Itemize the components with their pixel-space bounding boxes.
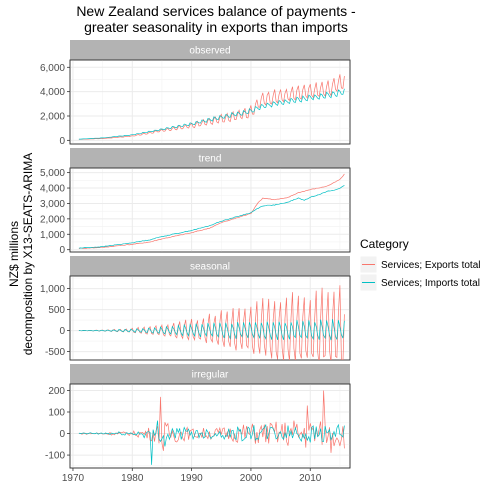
x-tick-label: 2010 (299, 473, 322, 484)
y-tick-label: 4,000 (40, 184, 65, 195)
series-line-exports (78, 74, 345, 140)
y-tick-label: 1,000 (40, 230, 65, 241)
gridlines (70, 168, 350, 252)
x-tick-label: 1980 (121, 473, 144, 484)
panel-background (69, 167, 351, 253)
y-tick-label: 500 (48, 305, 65, 316)
y-tick-label: -100 (45, 451, 65, 462)
panel-trend: trend 0 1,000 2,000 3,000 4,000 5,000 (40, 148, 351, 256)
y-tick-label: -500 (45, 347, 65, 358)
series-line-imports (78, 319, 345, 341)
y-label-line: decomposition by X13-SEATS-ARIMA (21, 153, 35, 356)
series-line-imports (78, 88, 345, 140)
y-tick-label: 2,000 (40, 214, 65, 225)
panel-irregular: irregular -100 0 100 200 (45, 364, 351, 469)
title-line: New Zealand services balance of payments… (76, 3, 356, 19)
y-tick-label: 0 (59, 429, 65, 440)
strip-irregular (70, 364, 350, 384)
strip-trend (70, 148, 350, 168)
x-tick-label: 1970 (62, 473, 85, 484)
strip-observed (70, 40, 350, 60)
panel-border (69, 167, 351, 253)
strip-label: seasonal (190, 262, 230, 273)
strip-label: irregular (192, 370, 229, 381)
legend-label: Services; Imports total (381, 278, 480, 289)
y-tick-label: 0 (59, 136, 65, 147)
y-tick-label: 4,000 (40, 87, 65, 98)
y-tick-label: 0 (59, 326, 65, 337)
x-tick-label: 2000 (240, 473, 263, 484)
legend: Category Services; Exports total Services;… (359, 237, 480, 292)
legend-title: Category (360, 237, 409, 251)
panel-border (69, 59, 351, 145)
y-axis-label: NZ$ millions decomposition by X13-SEATS-A… (7, 153, 35, 356)
y-tick-label: 100 (48, 408, 65, 419)
series-line-imports (78, 420, 345, 465)
panel-background (69, 383, 351, 469)
y-tick-label: 2,000 (40, 112, 65, 123)
y-tick-label: 200 (48, 386, 65, 397)
strip-label: observed (189, 46, 230, 57)
y-tick-label: 3,000 (40, 199, 65, 210)
title-line: greater seasonality in exports than impo… (84, 19, 348, 35)
panel-observed: observed 0 2,000 4,000 6,000 (40, 40, 351, 147)
panel-background (69, 59, 351, 145)
facet-panels: observed 0 2,000 4,000 6,000 trend 0 1,000 2,000… (40, 40, 351, 469)
y-tick-label: 0 (59, 245, 65, 256)
panel-background (69, 275, 351, 361)
y-tick-label: 6,000 (40, 63, 65, 74)
series-line-exports (78, 173, 345, 250)
x-axis: 1970 1980 1990 2000 2010 (62, 468, 322, 484)
series-line-imports (78, 185, 345, 249)
panel-border (69, 275, 351, 361)
strip-seasonal (70, 256, 350, 276)
panel-seasonal: seasonal -500 0 500 1,000 (40, 256, 351, 361)
panel-border (69, 383, 351, 469)
chart-title: New Zealand services balance of payments… (76, 3, 356, 35)
x-tick-label: 1990 (180, 473, 203, 484)
legend-item: Services; Imports total (359, 273, 480, 292)
legend-label: Services; Exports total (381, 260, 480, 271)
y-tick-label: 5,000 (40, 168, 65, 179)
legend-item: Services; Exports total (359, 255, 480, 274)
y-label-line: NZ$ millions (7, 221, 21, 287)
strip-label: trend (199, 154, 222, 165)
y-tick-label: 1,000 (40, 284, 65, 295)
